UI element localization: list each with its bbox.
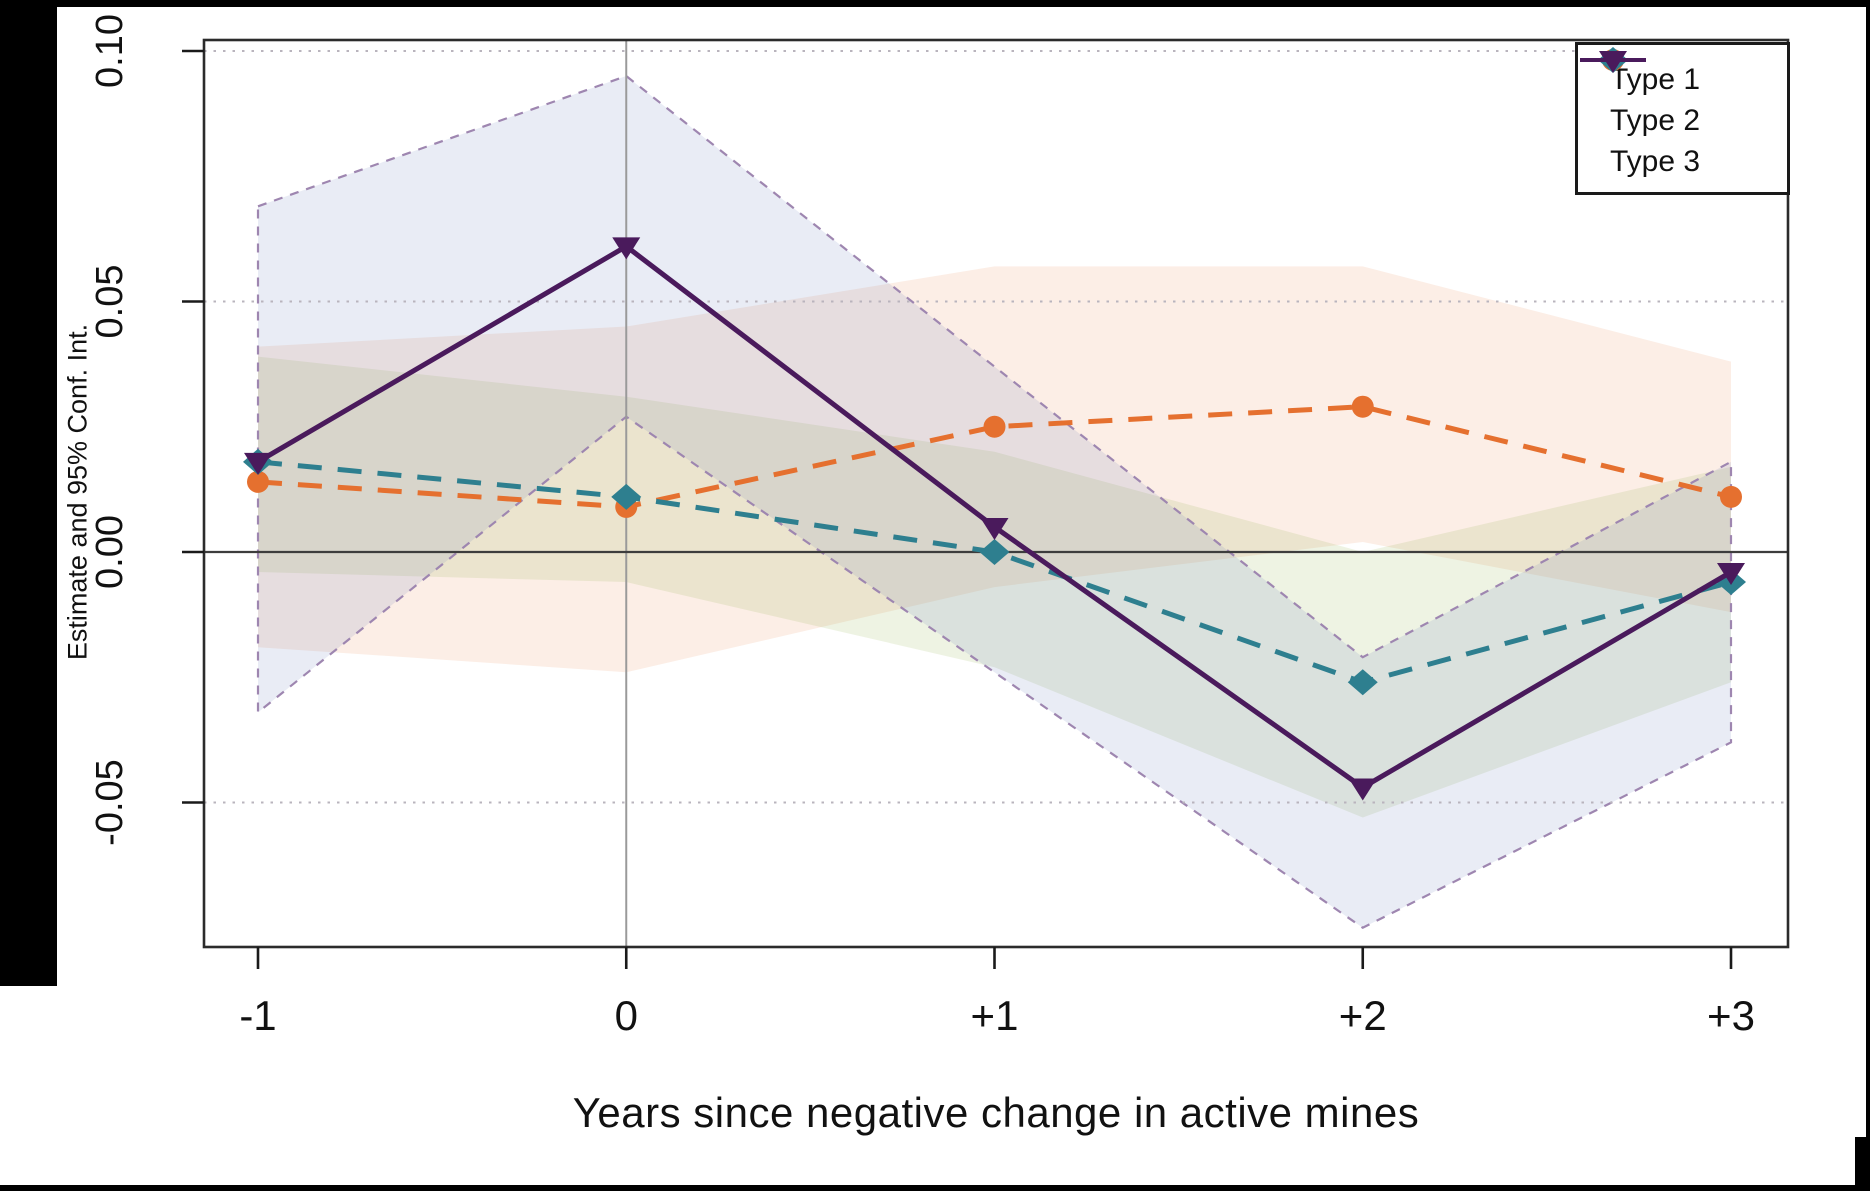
x-tick-label: +1 <box>971 992 1019 1039</box>
marker-triangle-down <box>1717 563 1745 586</box>
marker-triangle-down <box>980 517 1009 540</box>
frame-top <box>0 0 1870 7</box>
y-axis-title: Estimate and 95% Conf. Int. <box>62 323 93 661</box>
ci-band-border-type-3 <box>256 74 1733 930</box>
legend-item-type-3: Type 3 <box>1578 51 1787 182</box>
frame-bottom <box>0 1185 1870 1191</box>
frame-bottom-right-notch <box>1855 1137 1870 1191</box>
series-type-1 <box>247 395 1742 518</box>
plot-border <box>202 38 1790 949</box>
series-line-type-1 <box>257 404 1732 510</box>
x-tick-label: +3 <box>1707 992 1755 1039</box>
series-type-3 <box>244 237 1745 801</box>
marker-triangle-down <box>1599 51 1627 73</box>
marker-diamond <box>1347 669 1378 696</box>
legend-box: Type 1 Type 2 Type 3 <box>1575 42 1790 195</box>
legend-label-type-1: Type 1 <box>1610 62 1701 96</box>
legend-item-type-2: Type 2 <box>1578 47 1787 141</box>
marker-circle <box>983 415 1006 438</box>
marker-circle <box>1351 395 1374 418</box>
y-tick-label: 0.05 <box>89 265 131 339</box>
marker-diamond <box>979 539 1010 565</box>
x-tick-label: +2 <box>1339 992 1387 1039</box>
marker-circle <box>1720 485 1742 508</box>
marker-triangle-down <box>1348 778 1377 801</box>
y-tick-label: -0.05 <box>89 759 131 846</box>
frame-right <box>1866 0 1870 1191</box>
y-tick-label: 0.10 <box>89 14 131 88</box>
frame-left <box>0 0 57 986</box>
y-tick-label: 0.00 <box>89 515 131 589</box>
legend-label-type-2: Type 2 <box>1610 103 1701 137</box>
legend-label-type-3: Type 3 <box>1610 144 1701 178</box>
legend-swatch-type-3-icon <box>1580 51 1646 73</box>
x-tick-label: -1 <box>239 992 276 1039</box>
marker-circle <box>247 470 269 493</box>
marker-triangle-down <box>244 452 272 475</box>
x-axis-title: Years since negative change in active mi… <box>572 1089 1420 1136</box>
marker-diamond <box>611 483 642 510</box>
marker-triangle-down <box>612 237 641 260</box>
x-tick-label: 0 <box>615 992 638 1039</box>
